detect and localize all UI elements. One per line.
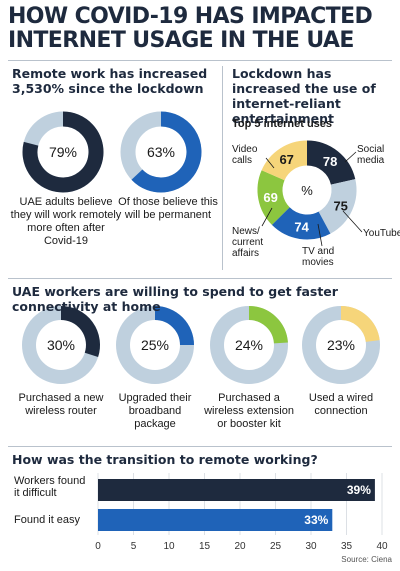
bar-easy <box>98 509 333 531</box>
donut-slice-news <box>257 170 291 225</box>
workers-ring-3-value-label: 24% <box>235 337 263 353</box>
donut-leader-social-media <box>344 151 357 163</box>
remote-ring-1-value-label: 79% <box>49 144 77 160</box>
donut-leader-video-calls <box>265 157 275 169</box>
workers-ring-caption-4: Used a wired connection <box>308 392 374 417</box>
donut-label-youtube: YouTube <box>363 228 400 239</box>
bar-value-label-difficult: 39% <box>347 483 371 497</box>
donut-label-tv-movies: TV and movies <box>302 246 335 268</box>
bar-category-label-easy: Found it easy <box>14 514 81 526</box>
remote-ring-2-value-label: 63% <box>147 144 175 160</box>
workers-ring-1-arc <box>60 306 100 358</box>
workers-ring-2-value-label: 25% <box>141 337 169 353</box>
donut-value-youtube: 75 <box>333 198 347 213</box>
bar-value-label-easy: 33% <box>304 513 328 527</box>
workers-ring-4-value-label: 23% <box>327 337 355 353</box>
donut-slice-youtube <box>317 179 357 234</box>
title-divider <box>8 60 392 61</box>
donut-center-label: % <box>301 183 313 198</box>
section-divider <box>222 66 223 270</box>
donut-value-news: 69 <box>263 190 277 205</box>
workers-ring-caption-2: Upgraded their broadband package <box>118 392 192 430</box>
remote-ring-1-arc <box>22 111 104 193</box>
donut-leader-tv-movies <box>317 223 323 247</box>
donut-value-video-calls: 67 <box>279 152 293 167</box>
donut-label-social-media: Social media <box>357 144 385 166</box>
page-title: HOW COVID-19 HAS IMPACTED INTERNET USAGE… <box>8 4 373 53</box>
donut-leader-youtube <box>342 210 363 233</box>
bar-tick-label-40: 40 <box>376 541 388 552</box>
bar-tick-label-0: 0 <box>95 541 101 552</box>
bar-tick-label-35: 35 <box>341 541 353 552</box>
top5-subheading: Top 5 internet uses <box>232 118 333 130</box>
workers-ring-caption-1: Purchased a new wireless router <box>18 392 104 417</box>
bar-tick-label-15: 15 <box>199 541 211 552</box>
workers-ring-4-arc <box>340 306 380 343</box>
bar-difficult <box>98 479 375 501</box>
donut-label-news: News/ current affairs <box>232 226 264 259</box>
remote-ring-2-arc <box>131 111 202 193</box>
bar-tick-label-30: 30 <box>305 541 317 552</box>
donut-value-tv-movies: 74 <box>294 220 309 235</box>
workers-heading: UAE workers are willing to spend to get … <box>12 284 338 314</box>
bar-tick-label-25: 25 <box>270 541 282 552</box>
bar-tick-label-10: 10 <box>163 541 175 552</box>
bar-category-label-difficult: Workers found it difficult <box>14 475 85 499</box>
donut-slice-social-media <box>306 140 356 186</box>
workers-ring-1-value-label: 30% <box>47 337 75 353</box>
donut-value-social-media: 78 <box>323 154 337 169</box>
bar-tick-label-5: 5 <box>131 541 137 552</box>
bar-tick-label-20: 20 <box>234 541 246 552</box>
remote-ring-caption-1: UAE adults believe they will work remote… <box>10 196 122 247</box>
remote-work-heading: Remote work has increased 3,530% since t… <box>12 66 208 96</box>
donut-slice-video-calls <box>261 140 308 181</box>
source-note: Source: Ciena <box>341 555 392 564</box>
donut-slice-tv-movies <box>271 206 331 240</box>
donut-label-video-calls: Video calls <box>232 144 258 166</box>
workers-ring-3-arc <box>248 306 288 344</box>
transition-heading: How was the transition to remote working… <box>12 452 318 467</box>
workers-divider <box>8 278 392 279</box>
remote-ring-caption-2: Of those believe this will be permanent <box>118 196 218 221</box>
donut-leader-news <box>261 207 273 227</box>
lockdown-heading: Lockdown has increased the use of intern… <box>232 66 376 126</box>
transition-divider <box>8 446 392 447</box>
workers-ring-2-arc <box>154 306 194 346</box>
workers-ring-caption-3: Purchased a wireless extension or booste… <box>204 392 294 430</box>
